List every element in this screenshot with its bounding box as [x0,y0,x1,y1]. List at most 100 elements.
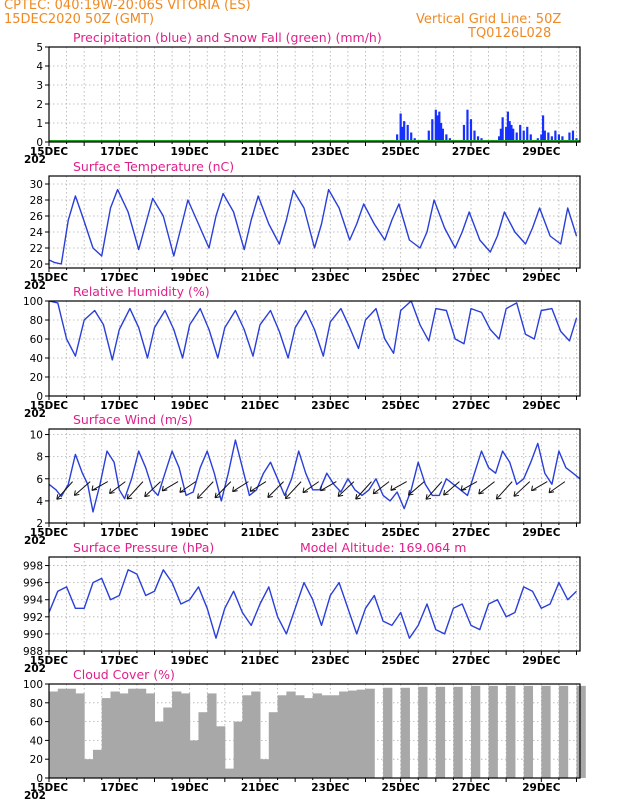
cloud-bar [163,707,173,778]
wind-arrow-head [91,485,98,491]
wind-arrow-head [390,485,396,491]
cloud-bar [268,712,279,778]
wind-series-line [48,439,581,513]
precip-bar [515,132,518,142]
cloud-bar [110,691,120,778]
precip-bar [469,119,473,142]
cloud-bar [154,721,164,778]
precip-bar [403,121,406,142]
cloud-bar [435,686,446,778]
precip-bar [439,123,443,142]
cloud-panel: 0 20 40 60 80 100 15DEC 17DEC 19DEC 21DEC 23DEC 25D… [23,667,586,800]
y-tick-label: 0 [36,773,43,785]
precip-bar [526,126,529,142]
x-tick-label: 15DEC [30,655,69,667]
precip-bar [401,126,404,142]
precip-bar [550,136,553,142]
cloud-bar [66,688,76,778]
y-tick-label: 30 [30,179,43,191]
x-tick-label: 23DEC [311,272,350,284]
y-tick-label: 22 [30,243,43,255]
precip-bar [522,130,525,142]
wind-arrow-head [337,491,344,497]
precip-bar [476,136,480,142]
x-tick-label: 21DEC [241,527,280,539]
cloud-bar [400,687,410,778]
wind-panel: 2 4 6 8 10 15DEC 17DEC 19DEC 21DEC 23DEC 25DEC 27DE… [24,412,581,547]
y-tick-label: 5 [36,42,43,54]
wind-arrow-head [513,491,520,497]
x-tick-label: 17DEC [100,146,139,158]
x-tick-label: 19DEC [171,272,210,284]
x-tick-label: 15DEC [30,400,69,412]
cloud-bar [576,685,586,778]
y-tick-label: 998 [23,561,43,573]
precip-bar [399,113,402,142]
y-tick-label: 20 [30,372,43,384]
wind-arrow [109,481,126,494]
y-tick-label: 28 [30,195,43,207]
pressure-title: Surface Pressure (hPa) [73,540,214,555]
wind-arrow [460,481,478,491]
cloud-bar [84,759,94,778]
precip-bar [501,117,504,142]
precip-bar [568,132,571,142]
wind-arrow-head [460,485,467,491]
wind-arrow-head [284,493,291,500]
y-tick-label: 60 [30,717,43,729]
x-year-label: 202 [24,280,46,292]
y-tick-label: 60 [30,334,43,346]
x-year-label: 202 [24,663,46,675]
wind-arrow-head [249,486,256,492]
header-grid-note: Vertical Grid Line: 50Z [416,12,562,27]
wind-arrows [56,481,566,500]
precip-bar [466,109,469,142]
wind-arrow-head [355,494,361,500]
cloud-bar [233,721,243,778]
cloud-bar [347,690,358,778]
y-tick-label: 10 [30,430,43,442]
precip-frame [48,46,581,143]
cloud-bar [216,726,226,778]
precip-bar [519,124,522,142]
precip-bar [427,130,430,142]
wind-arrow [214,481,232,499]
x-tick-label: 25DEC [382,782,421,794]
wind-arrow-head [425,494,432,500]
x-year-label: 202 [24,790,46,800]
y-tick-label: 994 [23,595,43,607]
cloud-bar [101,698,112,778]
x-tick-label: 23DEC [311,400,350,412]
cloud-bar [145,693,155,778]
wind-arrow-head [407,490,414,496]
pressure-panel: 988 990 992 994 996 998 15DEC 17DEC 19DEC 21DEC 23… [23,540,581,675]
y-tick-label: 26 [30,211,44,223]
x-tick-label: 29DEC [522,527,561,539]
precip-bar [554,130,557,142]
cloud-bar [75,693,85,778]
wind-arrow [531,481,548,492]
x-tick-label: 17DEC [100,655,139,667]
precip-bar [512,128,515,142]
x-tick-label: 25DEC [382,146,421,158]
cloud-bar [295,695,305,778]
wind-arrow-head [495,494,502,500]
wind-arrow [478,481,495,495]
x-tick-label: 27DEC [452,272,491,284]
cloud-bar [339,691,349,778]
pressure-subtitle: Model Altitude: 169.064 m [300,540,466,555]
wind-arrow [74,481,91,496]
x-tick-label: 27DEC [452,146,491,158]
cloud-bar [383,687,393,778]
x-tick-label: 19DEC [171,782,210,794]
wind-arrow-head [109,488,115,495]
x-tick-label: 21DEC [241,782,280,794]
humidity-frame [48,300,581,397]
precip-bar [510,124,513,142]
x-tick-label: 17DEC [100,527,139,539]
cloud-bar [541,685,551,778]
y-tick-label: 100 [23,296,43,308]
y-tick-label: 4 [36,61,43,73]
cloud-bar [180,693,191,778]
cloud-bar [189,740,199,778]
